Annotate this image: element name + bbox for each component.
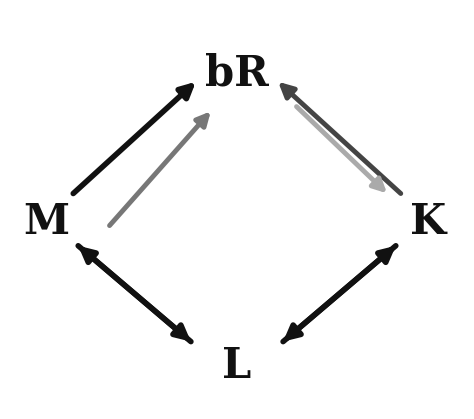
Text: bR: bR [205,53,269,95]
Text: K: K [410,201,446,243]
Text: L: L [222,344,252,387]
Text: M: M [23,201,69,243]
